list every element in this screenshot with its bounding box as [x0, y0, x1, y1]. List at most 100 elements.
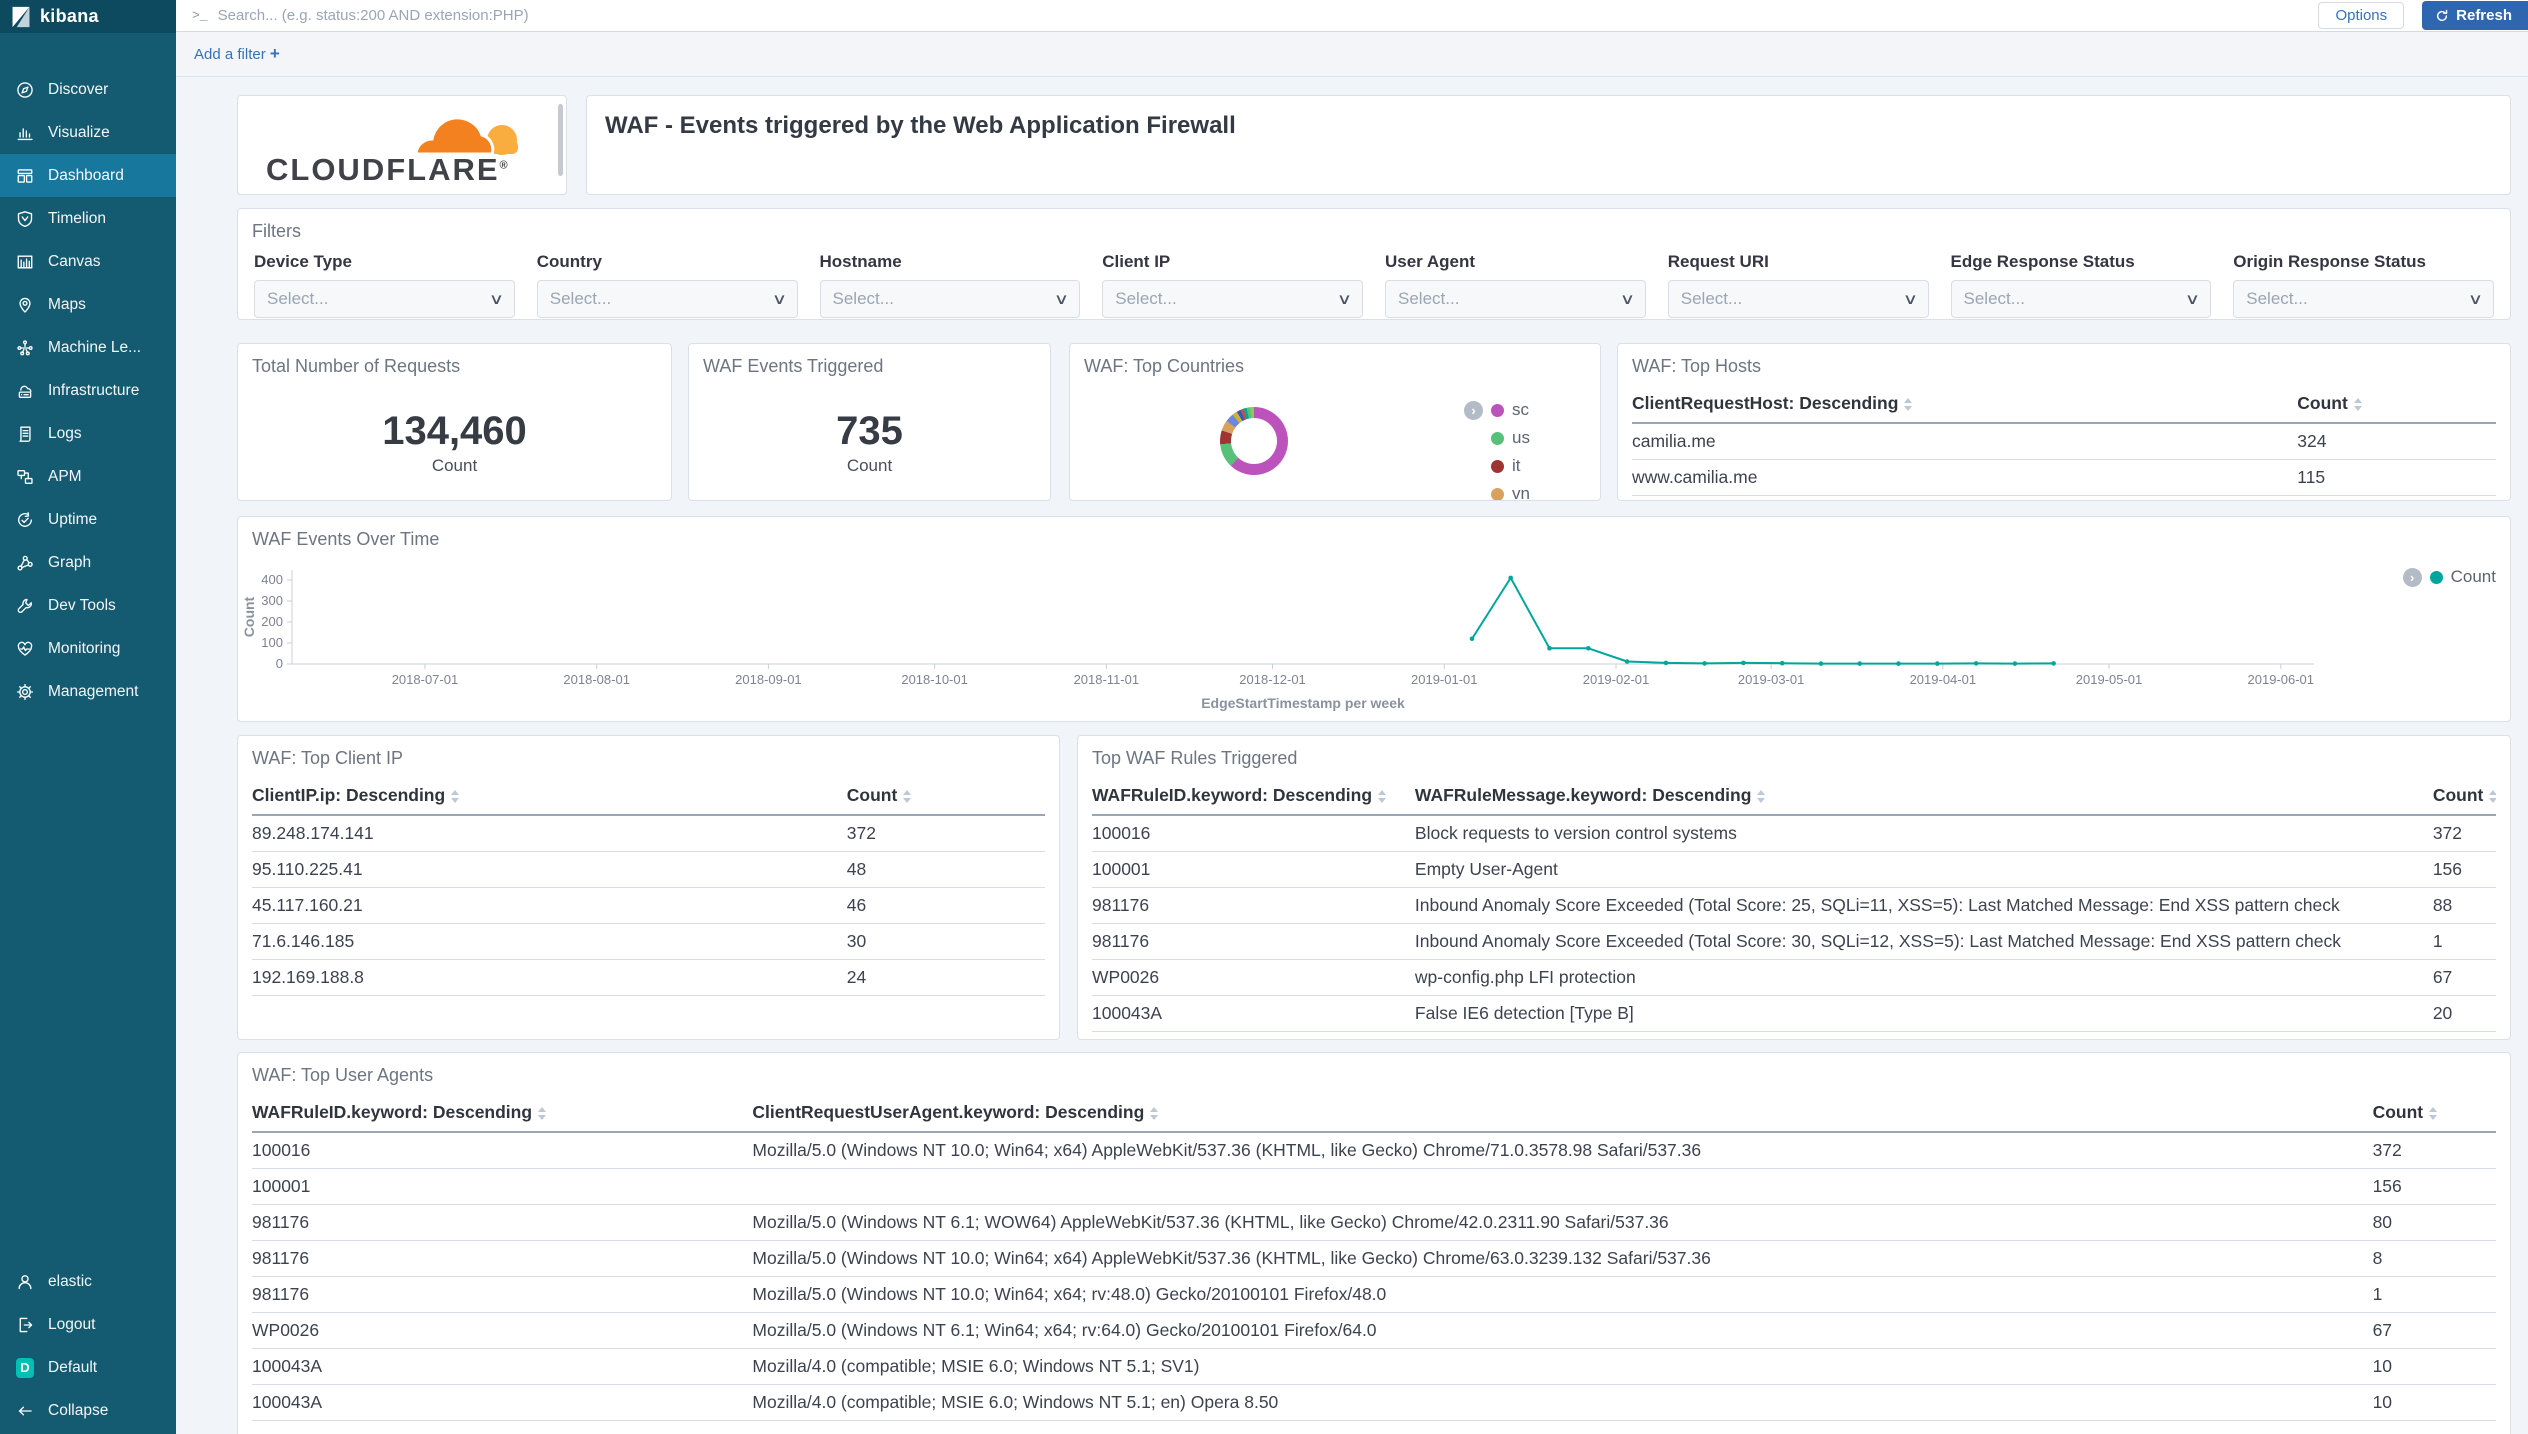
canvas-icon [16, 253, 34, 271]
sidebar-item-logs[interactable]: Logs [0, 412, 176, 455]
sidebar-item-visualize[interactable]: Visualize [0, 111, 176, 154]
svg-text:Count: Count [241, 596, 257, 637]
filter-select-country[interactable]: Select... ∨ [536, 280, 798, 318]
sidebar-item-label: Uptime [48, 510, 98, 528]
filter-select-request-uri[interactable]: Select... ∨ [1667, 280, 1929, 318]
logout-icon [16, 1316, 34, 1334]
panel-waf-events-triggered: WAF Events Triggered 735 Count [688, 343, 1051, 501]
filter-select-client-ip[interactable]: Select... ∨ [1102, 280, 1363, 318]
legend-item-sc[interactable]: sc [1491, 400, 1530, 420]
sidebar-item-graph[interactable]: Graph [0, 541, 176, 584]
sidebar-item-default[interactable]: D Default [0, 1346, 176, 1389]
timelion-icon [16, 210, 34, 228]
legend-item-it[interactable]: it [1491, 456, 1530, 476]
table-cell: 45.117.160.21 [252, 887, 847, 924]
sidebar-item-elastic[interactable]: elastic [0, 1260, 176, 1303]
svg-text:0: 0 [276, 656, 283, 671]
select-placeholder: Select... [1680, 289, 1743, 308]
column-header[interactable]: Count [846, 777, 1045, 816]
space-default-icon: D [16, 1357, 34, 1378]
column-header[interactable]: ClientIP.ip: Descending [252, 777, 847, 816]
svg-text:2018-07-01: 2018-07-01 [392, 672, 459, 687]
sidebar-item-canvas[interactable]: Canvas [0, 240, 176, 283]
legend-toggle-icon[interactable]: › [2402, 568, 2422, 587]
legend-label: sc [1512, 400, 1530, 419]
table-cell: 324 [2297, 423, 2496, 460]
sidebar-item-apm[interactable]: APM [0, 455, 176, 498]
table-cell: 1 [2372, 1276, 2496, 1313]
svg-text:300: 300 [261, 593, 283, 608]
table-cell: 372 [846, 815, 1045, 852]
column-header[interactable]: Count [2297, 385, 2496, 424]
column-header[interactable]: Count [2372, 1094, 2496, 1133]
sidebar-item-dashboard[interactable]: Dashboard [0, 154, 176, 197]
table-cell: 100016 [1092, 815, 1415, 852]
sort-icon [1757, 790, 1766, 803]
sidebar-item-label: Management [48, 682, 139, 700]
panel-scrollbar[interactable] [558, 104, 563, 176]
filter-select-device-type[interactable]: Select... ∨ [254, 280, 515, 318]
refresh-button[interactable]: Refresh [2422, 1, 2528, 30]
table-cell: Inbound Anomaly Score Exceeded (Total Sc… [1414, 887, 2433, 924]
sidebar-item-dev-tools[interactable]: Dev Tools [0, 584, 176, 627]
svg-text:2019-02-01: 2019-02-01 [1583, 672, 1650, 687]
filter-field-hostname: Hostname Select... ∨ [819, 252, 1081, 318]
svg-text:2018-11-01: 2018-11-01 [1074, 672, 1140, 687]
sidebar-item-monitoring[interactable]: Monitoring [0, 627, 176, 670]
search-input[interactable] [217, 7, 2319, 24]
table-cell: Mozilla/5.0 (Windows NT 10.0; Win64; x64… [752, 1240, 2373, 1277]
legend-label: it [1512, 456, 1521, 475]
sidebar-item-logout[interactable]: Logout [0, 1303, 176, 1346]
panel-top-waf-rules: Top WAF Rules Triggered WAFRuleID.keywor… [1077, 735, 2511, 1040]
panel-title: WAF: Top Countries [1084, 356, 1245, 376]
column-header[interactable]: WAFRuleMessage.keyword: Descending [1414, 777, 2433, 816]
sidebar-item-maps[interactable]: Maps [0, 283, 176, 326]
sidebar-item-collapse[interactable]: Collapse [0, 1389, 176, 1432]
sidebar-item-machine-le[interactable]: Machine Le... [0, 326, 176, 369]
top-hosts-table: ClientRequestHost: Descending Count camili… [1632, 385, 2496, 496]
select-placeholder: Select... [267, 289, 329, 308]
options-button[interactable]: Options [2318, 2, 2405, 29]
svg-text:100: 100 [261, 635, 283, 650]
sidebar-item-label: Default [48, 1358, 98, 1376]
legend-toggle-icon[interactable]: › [1464, 401, 1484, 420]
svg-text:2019-06-01: 2019-06-01 [2248, 672, 2315, 687]
sidebar-item-timelion[interactable]: Timelion [0, 197, 176, 240]
chevron-down-icon: ∨ [1902, 291, 1918, 308]
filter-select-edge-response-status[interactable]: Select... ∨ [1950, 280, 2212, 318]
filter-select-user-agent[interactable]: Select... ∨ [1385, 280, 1646, 318]
table-row: 95.110.225.41 48 [252, 851, 1045, 888]
sidebar-item-infrastructure[interactable]: Infrastructure [0, 369, 176, 412]
sidebar-item-label: elastic [48, 1272, 92, 1290]
legend-dot [2429, 570, 2443, 584]
column-header[interactable]: ClientRequestUserAgent.keyword: Descendi… [752, 1094, 2373, 1133]
legend-label: Count [2450, 567, 2496, 586]
add-filter-link[interactable]: Add a filter + [194, 44, 280, 63]
column-header[interactable]: WAFRuleID.keyword: Descending [1092, 777, 1415, 816]
top-countries-donut-chart[interactable] [1220, 407, 1288, 475]
filter-label: Client IP [1102, 252, 1171, 271]
plus-icon: + [269, 44, 280, 63]
legend-item-us[interactable]: us [1491, 428, 1530, 448]
top-client-ip-table: ClientIP.ip: Descending Count 89.248.174.1… [252, 777, 1045, 996]
kibana-logo[interactable]: kibana [0, 0, 176, 33]
sidebar-item-discover[interactable]: Discover [0, 68, 176, 111]
sidebar-item-uptime[interactable]: Uptime [0, 498, 176, 541]
events-over-time-line-chart[interactable]: 0 100 200 300 400 Count 2018-07-01 2018-08-01 20… [238, 517, 2511, 722]
uptime-icon [16, 511, 34, 529]
column-header[interactable]: Count [2432, 777, 2496, 816]
logs-icon [16, 425, 34, 443]
select-placeholder: Select... [1398, 289, 1460, 308]
legend-item-count[interactable]: Count [2429, 567, 2496, 587]
metric-value: 134,460 [382, 409, 527, 453]
column-header[interactable]: WAFRuleID.keyword: Descending [252, 1094, 753, 1133]
filter-select-origin-response-status[interactable]: Select... ∨ [2233, 280, 2494, 318]
legend-item-vn[interactable]: vn [1491, 484, 1530, 500]
column-header[interactable]: ClientRequestHost: Descending [1632, 385, 2298, 424]
filter-field-user-agent: User Agent Select... ∨ [1385, 252, 1646, 318]
sidebar-item-management[interactable]: Management [0, 670, 176, 713]
table-row: 100043A Mozilla/4.0 (compatible; MSIE 6.0… [252, 1348, 2496, 1385]
filter-select-hostname[interactable]: Select... ∨ [819, 280, 1081, 318]
table-cell: wp-config.php LFI protection [1414, 959, 2433, 996]
sidebar-item-label: Timelion [48, 209, 106, 227]
